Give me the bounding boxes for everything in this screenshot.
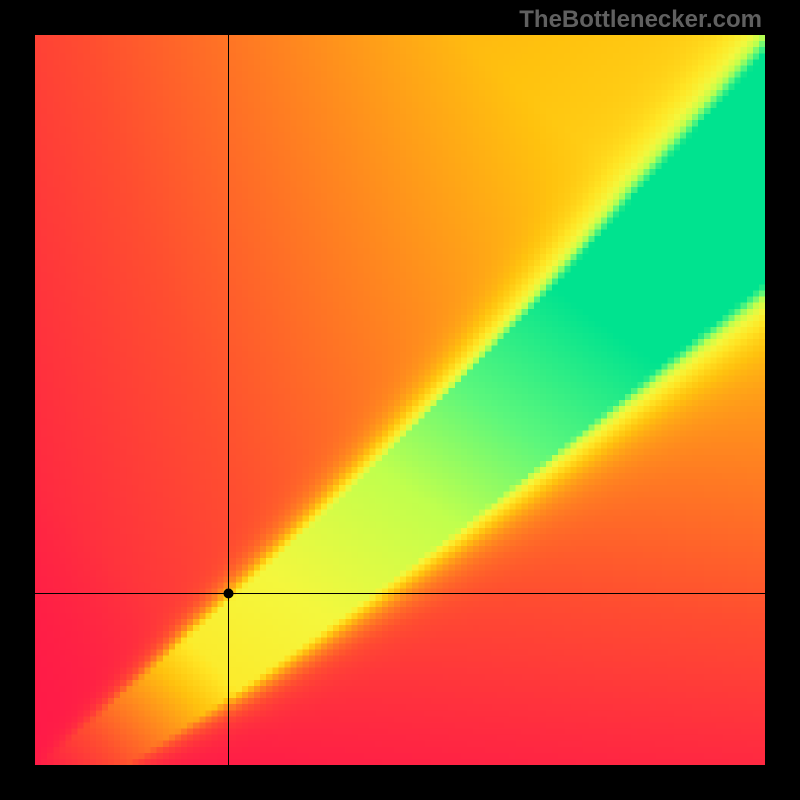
- chart-container: { "canvas": { "width": 800, "height": 80…: [0, 0, 800, 800]
- crosshair-overlay: [35, 35, 765, 765]
- watermark-text: TheBottlenecker.com: [519, 6, 762, 34]
